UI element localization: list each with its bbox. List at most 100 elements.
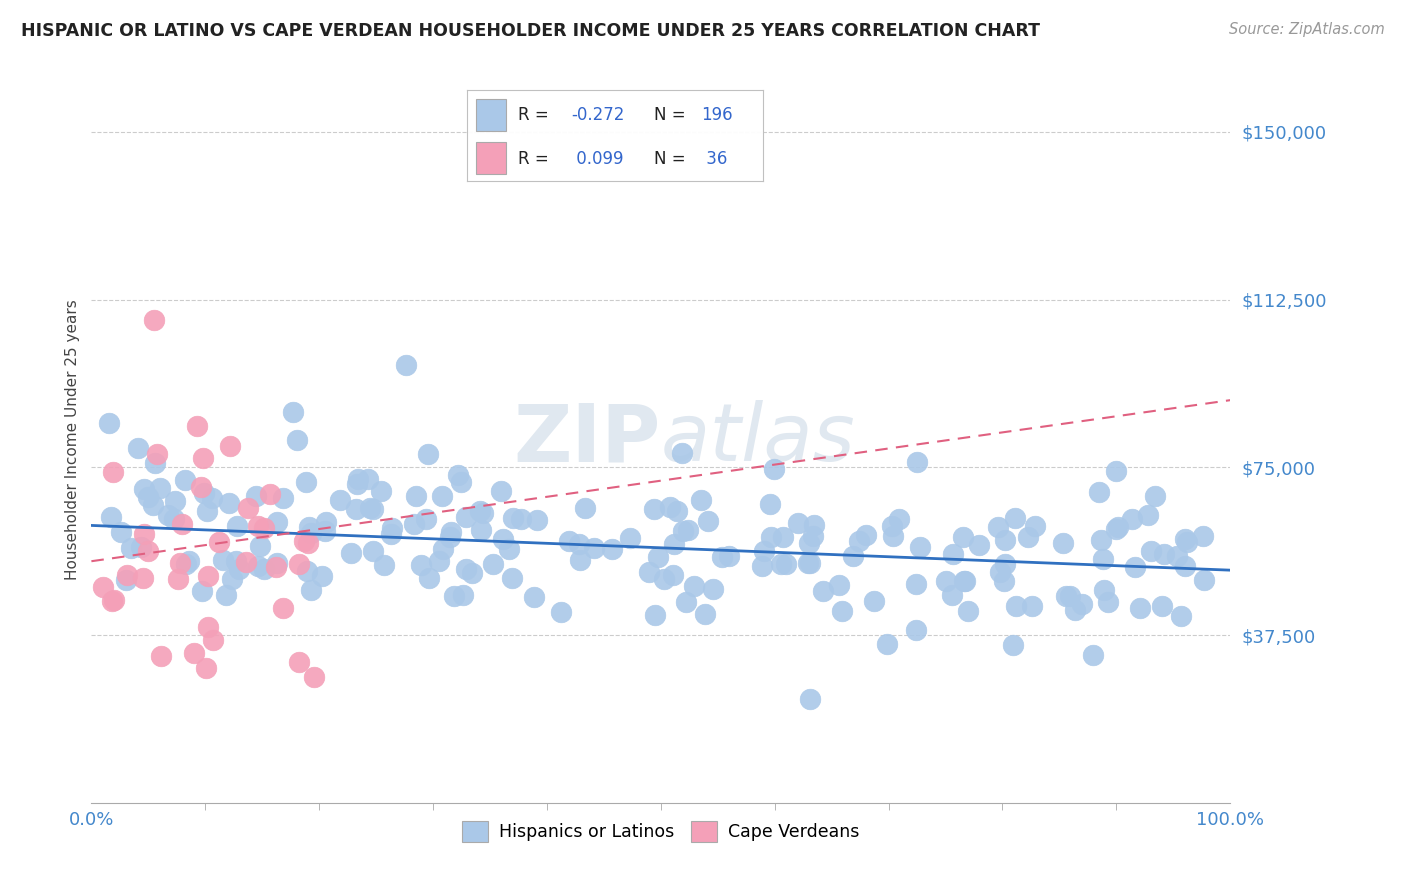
Point	[299, 526, 322, 541]
Point	[100, 510, 122, 524]
Point	[314, 524, 336, 538]
Point	[659, 500, 682, 515]
Point	[450, 475, 472, 489]
Point	[523, 590, 546, 604]
Point	[942, 547, 965, 561]
Point	[1192, 529, 1215, 543]
Point	[644, 608, 666, 623]
Point	[169, 556, 191, 570]
Point	[143, 456, 166, 470]
Point	[941, 588, 963, 602]
Point	[427, 554, 450, 568]
Point	[253, 520, 276, 534]
Point	[212, 553, 235, 567]
Y-axis label: Householder Income Under 25 years: Householder Income Under 25 years	[65, 299, 80, 580]
Point	[197, 620, 219, 634]
Point	[697, 514, 720, 528]
Point	[905, 623, 928, 637]
Point	[134, 527, 156, 541]
Point	[509, 512, 531, 526]
Point	[1021, 599, 1043, 613]
Point	[935, 574, 957, 588]
Point	[568, 537, 591, 551]
Point	[1123, 560, 1146, 574]
Point	[197, 569, 219, 583]
Point	[994, 557, 1017, 571]
Point	[288, 558, 311, 572]
Point	[876, 637, 898, 651]
Point	[259, 487, 281, 501]
Point	[439, 531, 461, 545]
Point	[214, 588, 236, 602]
Point	[91, 580, 114, 594]
Point	[842, 549, 865, 564]
Point	[136, 490, 159, 504]
Point	[311, 569, 333, 583]
Point	[678, 524, 700, 538]
Point	[405, 489, 427, 503]
Point	[619, 531, 641, 545]
Point	[468, 504, 491, 518]
Point	[711, 549, 734, 564]
Point	[775, 557, 797, 571]
Point	[294, 475, 316, 489]
Point	[863, 594, 886, 608]
Point	[887, 512, 910, 526]
Point	[672, 524, 695, 539]
Point	[1174, 558, 1197, 573]
Point	[461, 566, 484, 580]
Point	[228, 562, 250, 576]
Point	[115, 567, 138, 582]
Point	[1121, 512, 1143, 526]
Point	[501, 571, 523, 585]
Point	[647, 549, 669, 564]
Point	[993, 574, 1015, 588]
Point	[225, 519, 247, 533]
Point	[952, 530, 974, 544]
Point	[600, 542, 623, 557]
Point	[693, 607, 716, 621]
Point	[221, 572, 243, 586]
Point	[156, 508, 179, 523]
Point	[1024, 519, 1046, 533]
Point	[247, 558, 270, 573]
Point	[994, 533, 1017, 547]
Point	[357, 472, 380, 486]
Point	[120, 541, 142, 556]
Point	[101, 465, 124, 479]
Point	[447, 468, 470, 483]
Point	[470, 523, 492, 537]
Point	[557, 534, 579, 549]
Point	[797, 556, 820, 570]
Point	[1088, 485, 1111, 500]
Point	[297, 536, 319, 550]
Point	[190, 480, 212, 494]
Point	[208, 535, 231, 549]
Point	[643, 501, 665, 516]
Point	[418, 572, 440, 586]
Point	[235, 555, 257, 569]
Point	[848, 534, 870, 549]
Point	[671, 446, 693, 460]
Point	[264, 560, 287, 574]
Point	[498, 541, 520, 556]
Point	[882, 529, 904, 543]
Point	[574, 501, 596, 516]
Point	[347, 472, 370, 486]
Point	[1004, 511, 1026, 525]
Point	[759, 497, 782, 511]
Point	[163, 512, 186, 526]
Point	[1137, 508, 1160, 523]
Point	[202, 633, 225, 648]
Point	[127, 442, 149, 456]
Point	[249, 539, 271, 553]
Point	[381, 521, 404, 535]
Point	[292, 534, 315, 549]
Point	[1001, 638, 1024, 652]
Point	[787, 516, 810, 530]
Point	[664, 537, 686, 551]
Point	[1105, 464, 1128, 478]
Point	[339, 546, 361, 560]
Point	[1081, 648, 1104, 663]
Point	[177, 554, 200, 568]
